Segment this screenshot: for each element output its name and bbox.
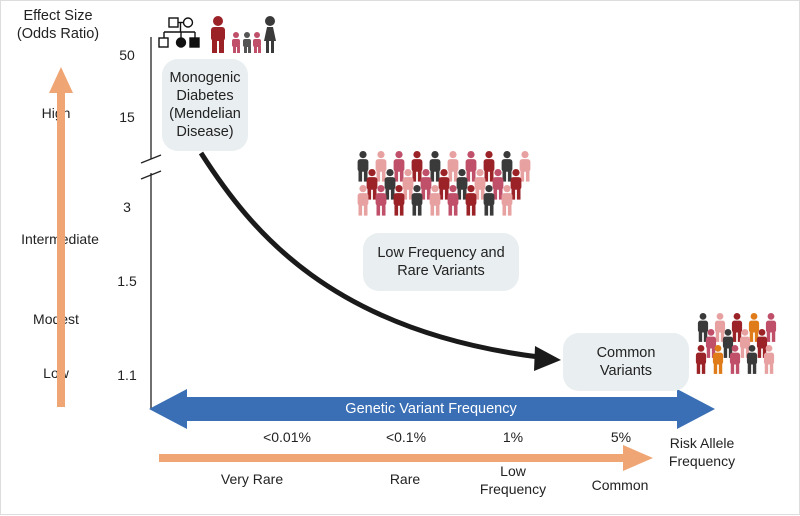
y-tick-3: 3 [123,199,131,215]
person-icon [465,185,477,216]
person-icon [697,313,709,342]
person-icon [695,345,707,374]
pedigree-icon [158,17,200,48]
person-icon [519,151,531,182]
person-icon [420,169,432,200]
person-icon [357,185,369,216]
person-icon [429,151,441,182]
person-icon [375,151,387,182]
person-icon [501,151,513,182]
person-icon [429,185,441,216]
category-rare: Rare [389,471,421,487]
person-icon [411,185,423,216]
person-icon [393,151,405,182]
category-common: Common [591,477,649,493]
risk-allele-frequency-title: Risk Allele Frequency [668,435,736,469]
person-icon [746,345,758,374]
person-icon [712,345,724,374]
y-category-modest: Modest [33,311,79,327]
y-tick-50: 50 [119,47,135,63]
y-tick-1-1: 1.1 [117,367,137,383]
person-icon [748,313,760,342]
person-icon [705,329,717,358]
crowd-icon [357,151,531,216]
person-icon [731,313,743,342]
person-icon [375,185,387,216]
frequency-5-percent: 5% [610,429,632,445]
genetic-variant-frequency-arrow [149,389,715,429]
risk-allele-arrow [159,445,653,471]
person-icon [765,313,777,342]
genetic-variant-frequency-label: Genetic Variant Frequency [345,401,517,417]
person-icon [393,185,405,216]
monogenic-diabetes-box: Monogenic Diabetes (Mendelian Disease) [162,59,248,151]
person-icon [510,169,522,200]
person-icon [501,185,513,216]
person-icon [492,169,504,200]
y-axis-title: Effect Size (Odds Ratio) [16,8,100,43]
crowd-icon [695,313,777,374]
family-icon [211,16,276,53]
person-icon [402,169,414,200]
low-frequency-rare-variants-box: Low Frequency and Rare Variants [363,233,519,291]
person-icon [366,169,378,200]
category-very-rare: Very Rare [220,471,284,487]
category-low-frequency: Low Frequency [479,463,547,497]
person-icon [456,169,468,200]
frequency-0-01-percent: <0.01% [263,429,311,445]
person-icon [483,151,495,182]
common-variants-box: Common Variants [563,333,689,391]
person-icon [474,169,486,200]
effect-size-arrow [49,67,73,407]
person-icon [384,169,396,200]
person-icon [411,151,423,182]
person-icon [714,313,726,342]
person-icon [438,169,450,200]
frequency-1-percent: 1% [502,429,524,445]
person-icon [447,185,459,216]
person-icon [729,345,741,374]
person-icon [739,329,751,358]
person-icon [447,151,459,182]
person-icon [357,151,369,182]
trend-curve-arrow [198,151,561,371]
frequency-0-1-percent: <0.1% [385,429,427,445]
person-icon [756,329,768,358]
y-tick-15: 15 [119,109,135,125]
person-icon [465,151,477,182]
person-icon [483,185,495,216]
person-icon [722,329,734,358]
person-icon [763,345,775,374]
y-tick-1-5: 1.5 [117,273,137,289]
y-axis-line [140,37,162,409]
